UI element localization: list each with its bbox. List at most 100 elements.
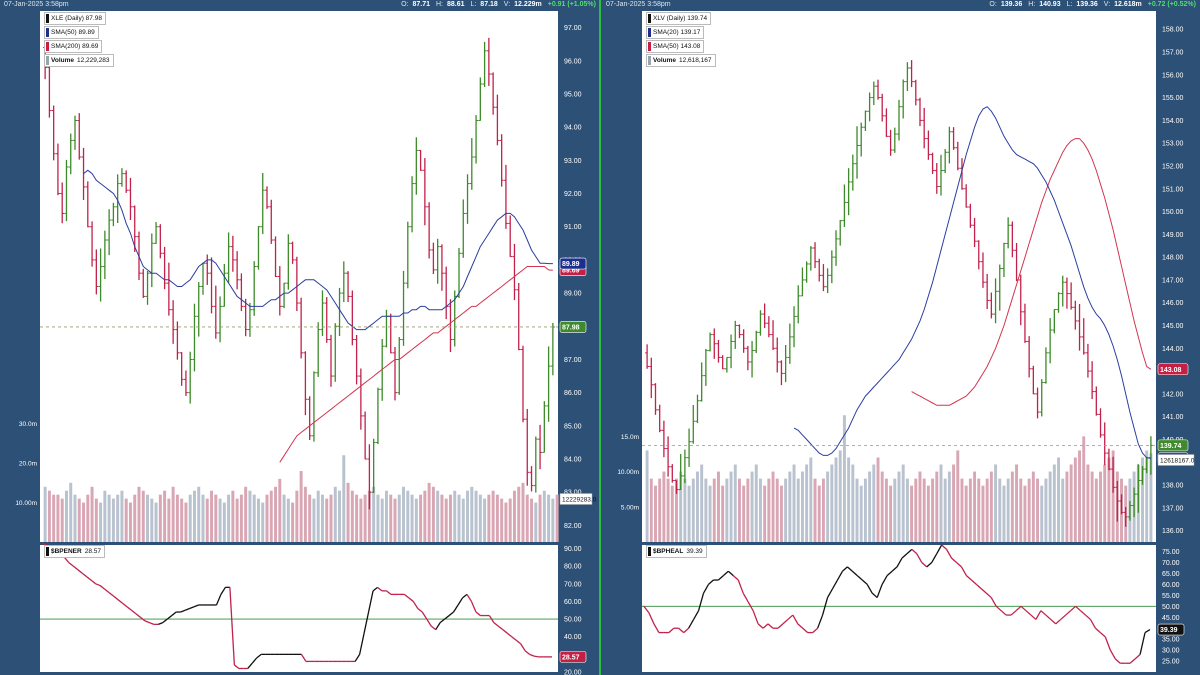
right-volume-bar [1082,436,1086,542]
right-volume-bar [935,471,939,542]
left-sub-line-segment [524,650,531,655]
left-ohlc-bar [154,222,159,244]
right-sub-line-segment [856,575,863,581]
right-volume-bar [1065,471,1069,542]
right-volume-bar [729,471,733,542]
right-sub-line-segment [792,614,799,625]
right-volume-bar [1094,478,1098,542]
right-ohlc-bar [884,108,889,137]
right-sub-line-segment [717,575,724,581]
left-sub-line-segment [189,606,195,610]
left-ohlc-bar [47,64,52,118]
left-volume-bar [248,490,252,542]
left-ohlc-bar [439,244,444,291]
right-volume-bar [842,415,846,542]
left-volume-bar [530,498,534,542]
left-sub-tick-label: 40.00 [564,634,582,641]
left-ohlc-bar [235,251,240,290]
right-volume-bar [830,464,834,542]
right-sub-line-segment [966,575,972,581]
right-ohlc-bar [682,449,687,484]
left-ohlc-bar [55,143,60,196]
left-sub-tick-label: 20.00 [564,670,582,675]
left-sub-line-segment [166,615,173,620]
left-sub-line-segment [171,611,177,617]
left-volume-bar [487,494,491,542]
right-sub-tick-label: 60.00 [1162,582,1180,589]
left-sub-line-segment [426,618,432,627]
right-sub-line-segment [817,614,824,629]
left-volume-tick-label: 20.0m [19,461,37,468]
left-ohlc-bar [286,234,291,290]
right-volume-bar [977,478,981,542]
right-ohlc-bar [716,339,721,363]
right-legend-sma-slow: SMA(50) 143.08 [646,40,705,53]
left-legend-sma-fast-value: 89.89 [78,29,95,36]
panel-divider[interactable] [599,0,601,675]
right-volume-bar [960,478,964,542]
left-ohlc-bar [491,72,496,115]
right-ohlc-bar [712,328,717,359]
right-volume-bar [754,464,758,542]
left-volume-bar [197,486,201,542]
right-ohlc-bar [1022,303,1027,343]
right-volume-bar [717,471,720,542]
left-sub-legend-value: 28.57 [84,548,101,555]
right-ohlc-bar [930,152,935,174]
left-quote-bar: 07-Jan-2025 3:58pm O: 87.71 H: 88.61 L: 87.… [0,0,600,10]
right-ohlc-bar [1069,282,1074,310]
left-volume-bar [205,498,209,542]
right-ohlc-bar [695,394,700,424]
left-ohlc-bar [128,177,133,220]
left-ohlc-bar [521,345,525,423]
left-ohlc-bar [107,209,112,256]
right-ohlc-bar [825,268,830,294]
left-sub-badge-text: 28.57 [562,654,580,661]
left-volume-bar [192,490,196,542]
left-chart-svg[interactable]: 82.0083.0084.0085.0086.0087.0088.0089.00… [0,0,600,675]
right-y-tick-label: 136.00 [1162,528,1184,535]
left-volume-bar [103,490,107,542]
right-ohlc-bar [1123,507,1128,527]
right-sub-line-segment [906,548,913,555]
right-volume-bar [691,478,695,542]
right-volume-bar [712,478,716,542]
right-sub-line-segment [861,579,868,585]
right-sub-line-segment [757,623,764,629]
right-volume-bar [742,485,746,542]
right-sub-line-segment [737,579,744,594]
right-volume-bar [1057,457,1061,542]
right-volume-bar [1149,453,1153,542]
left-volume-bar [235,498,239,542]
right-ohlc-bar [1001,242,1006,278]
right-sub-legend-row: $BPHEAL 39.39 [646,545,707,558]
right-sub-line-segment [1114,658,1121,664]
right-ohlc-bar [1140,465,1145,485]
right-y-tick-label: 156.00 [1162,72,1184,79]
left-sub-line-segment [72,565,79,571]
right-ohlc-bar [783,345,788,383]
left-y-tick-label: 89.00 [564,291,582,298]
left-ohlc-bar [341,261,346,303]
right-ohlc-bar [834,230,839,266]
left-volume-bar [128,502,132,542]
left-ohlc-bar [482,41,487,87]
right-chart-svg[interactable]: 136.00137.00138.00139.00140.00141.00142.… [602,0,1200,675]
left-ohlc-bar [85,181,90,228]
right-sub-line-segment [668,627,675,634]
right-ohlc-bar [968,203,973,228]
left-ohlc-bar [102,230,107,280]
left-sub-line-segment [251,657,258,664]
right-open: 139.36 [1000,1,1023,8]
right-sma-slow-badge-box [1157,363,1189,376]
right-ohlc-bar [737,324,742,339]
right-ohlc-bar [842,184,847,227]
right-ohlc-bar [687,428,692,467]
left-ohlc-bar [358,368,363,430]
right-legend-volume-name: Volume [653,57,676,64]
right-ohlc-bar [661,420,666,458]
left-y-tick-label: 86.00 [564,390,582,397]
right-ohlc-bar [1094,386,1099,416]
right-sma-slow-badge: 143.08 [1157,363,1189,376]
left-ohlc-bar [435,238,440,284]
